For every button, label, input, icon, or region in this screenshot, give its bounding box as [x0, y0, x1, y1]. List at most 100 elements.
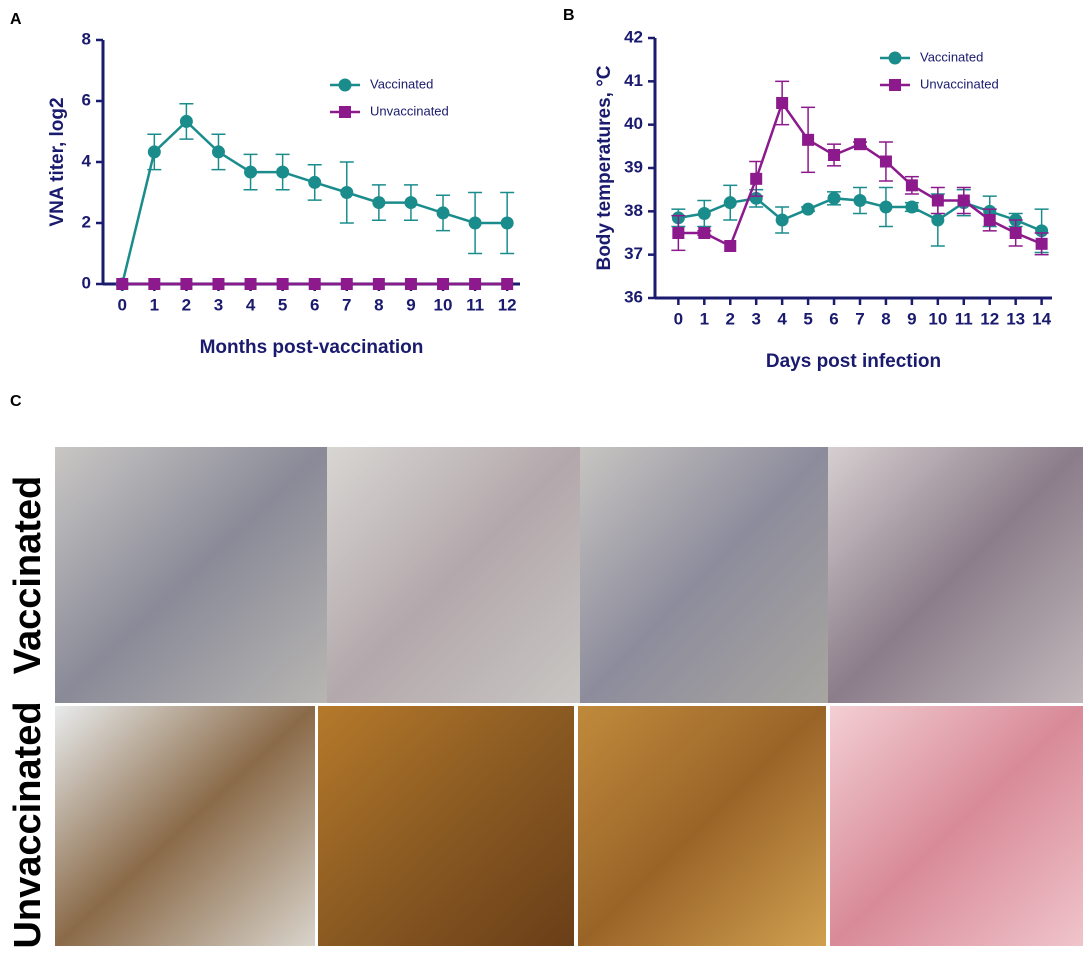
x-tick-label: 9 [907, 309, 916, 328]
marker [180, 278, 193, 290]
x-tick-label: 5 [803, 309, 812, 328]
photo [55, 706, 315, 946]
x-tick-label: 1 [150, 295, 159, 314]
marker [1009, 227, 1022, 239]
marker [802, 133, 815, 146]
y-tick-label: 36 [624, 287, 643, 306]
marker [500, 216, 514, 230]
marker [775, 213, 789, 227]
marker [469, 278, 482, 290]
marker [244, 165, 258, 179]
y-tick-label: 6 [82, 90, 91, 109]
marker [436, 206, 450, 220]
x-tick-label: 13 [1006, 309, 1025, 328]
legend-label: Unvaccinated [370, 103, 449, 118]
marker [931, 194, 944, 207]
marker [501, 278, 514, 290]
y-tick-label: 8 [82, 29, 91, 48]
x-tick-label: 8 [374, 295, 383, 314]
marker [308, 175, 322, 189]
marker [776, 97, 789, 109]
marker [116, 278, 129, 290]
marker [308, 278, 321, 290]
x-tick-label: 8 [881, 309, 890, 328]
photo [578, 706, 826, 946]
marker [1035, 224, 1049, 238]
marker [828, 149, 841, 161]
x-tick-label: 4 [777, 309, 787, 328]
row-label: Vaccinated [7, 476, 49, 675]
x-tick-label: 2 [726, 309, 735, 328]
marker [983, 214, 996, 226]
legend-marker [339, 106, 351, 118]
marker [723, 196, 737, 210]
marker [749, 191, 763, 205]
marker [1035, 237, 1048, 250]
row-label: Unvaccinated [7, 701, 49, 948]
x-tick-label: 10 [928, 309, 947, 328]
x-tick-label: 0 [674, 309, 683, 328]
photo [828, 447, 1083, 703]
marker [931, 213, 945, 227]
marker [879, 155, 892, 168]
photo-grid [55, 447, 1083, 946]
marker [148, 278, 161, 290]
marker [957, 194, 970, 207]
marker [244, 278, 257, 290]
series-line [121, 119, 508, 285]
marker [905, 179, 918, 192]
legend-marker [888, 51, 902, 65]
marker [437, 278, 450, 290]
y-tick-label: 39 [624, 157, 643, 176]
marker [905, 200, 919, 214]
marker [340, 186, 354, 199]
y-tick-label: 4 [82, 151, 92, 170]
x-tick-label: 7 [342, 295, 351, 314]
legend-marker [338, 78, 352, 92]
y-tick-label: 2 [82, 212, 91, 231]
marker [672, 227, 685, 239]
x-tick-label: 11 [955, 309, 973, 328]
x-axis-label: Days post infection [766, 351, 941, 372]
marker [211, 145, 225, 159]
y-axis-label: Body temperatures, °C [594, 65, 615, 270]
x-tick-label: 3 [214, 295, 223, 314]
marker [404, 278, 417, 290]
marker [212, 278, 225, 290]
x-tick-label: 12 [980, 309, 999, 328]
marker [276, 278, 289, 290]
marker [698, 227, 711, 239]
y-tick-label: 38 [624, 201, 643, 220]
marker [801, 202, 815, 216]
y-tick-label: 42 [624, 27, 643, 46]
photo [830, 706, 1083, 946]
y-tick-label: 40 [624, 114, 643, 133]
x-tick-label: 2 [182, 295, 191, 314]
x-tick-label: 5 [278, 295, 287, 314]
legend-label: Unvaccinated [920, 76, 999, 91]
panel-label: B [563, 7, 575, 24]
marker [853, 138, 866, 151]
marker [372, 196, 386, 210]
marker [276, 165, 290, 179]
marker [879, 200, 893, 214]
legend-marker [889, 79, 901, 91]
x-tick-label: 11 [466, 295, 484, 314]
photo [580, 447, 828, 703]
x-tick-label: 6 [829, 309, 838, 328]
x-tick-label: 3 [751, 309, 760, 328]
marker [750, 172, 763, 185]
legend-label: Vaccinated [920, 49, 983, 64]
x-axis-label: Months post-vaccination [200, 337, 424, 358]
marker [468, 216, 482, 230]
panel-label: C [10, 393, 22, 410]
x-tick-label: 9 [406, 295, 415, 314]
panel-label: A [10, 11, 22, 28]
photo [318, 706, 574, 946]
marker [340, 278, 353, 290]
y-tick-label: 41 [624, 71, 643, 90]
photo [55, 447, 327, 703]
marker [372, 278, 385, 290]
x-tick-label: 12 [498, 295, 517, 314]
